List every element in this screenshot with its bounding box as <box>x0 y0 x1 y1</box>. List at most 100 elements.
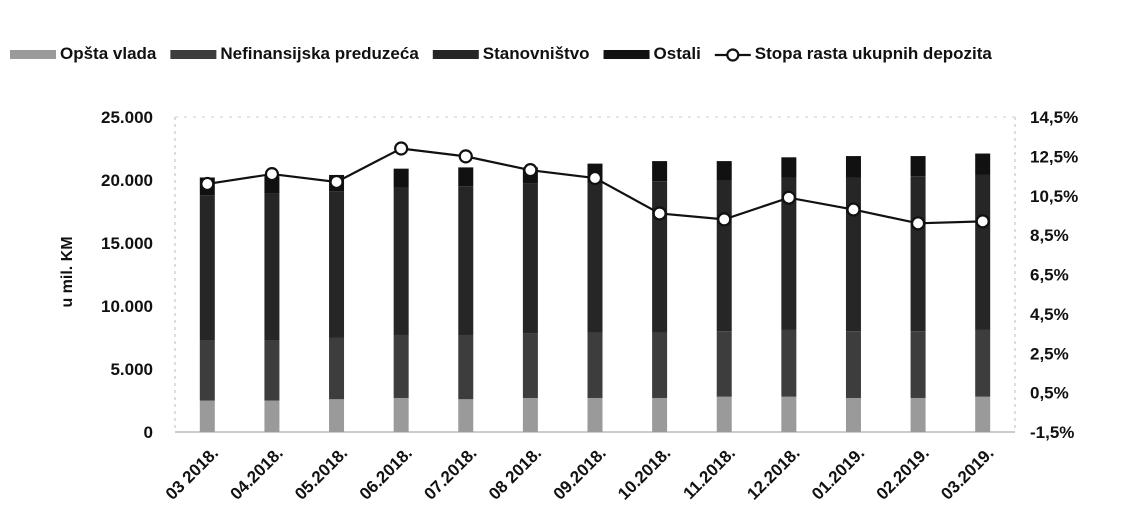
bar-ostali-03-2019 <box>975 153 991 175</box>
growth-rate-point-09-2018 <box>587 170 603 186</box>
bar-nefinansijska-preduzeca-09-2018 <box>587 332 603 398</box>
y-tick-label: 25.000 <box>101 108 153 127</box>
bar-opsta-vlada-06-2018 <box>393 397 409 432</box>
bar-stack-03-2019 <box>975 153 991 432</box>
x-tick-label: 02.2019. <box>873 443 933 503</box>
bar-stack-08-2018 <box>522 167 538 432</box>
y2-tick-label: 4,5% <box>1030 305 1069 324</box>
x-tick-label: 06.2018. <box>356 443 416 503</box>
growth-rate-point-01-2019 <box>846 202 861 217</box>
growth-rate-line-group <box>200 141 990 231</box>
bar-stanovnistvo-01-2019 <box>845 177 861 332</box>
bar-nefinansijska-preduzeca-06-2018 <box>393 334 409 398</box>
legend-label-growth-rate: Stopa rasta ukupnih depozita <box>755 44 993 63</box>
legend-label-stanovnistvo: Stanovništvo <box>483 44 590 63</box>
bar-nefinansijska-preduzeca-03-2019 <box>975 329 991 397</box>
bar-stack-05-2018 <box>329 174 345 432</box>
y-tick-label: 15.000 <box>101 234 153 253</box>
y2-tick-label: 14,5% <box>1030 108 1078 127</box>
bar-opsta-vlada-02-2019 <box>910 397 926 432</box>
bar-nefinansijska-preduzeca-10-2018 <box>652 332 668 398</box>
bar-stanovnistvo-10-2018 <box>652 181 668 333</box>
legend-marker-growth-rate <box>726 48 740 62</box>
bar-nefinansijska-preduzeca-12-2018 <box>781 329 797 397</box>
bar-ostali-04-2018 <box>264 176 280 194</box>
growth-rate-point-03-2019 <box>975 214 990 229</box>
bar-stanovnistvo-03-2018 <box>199 195 215 341</box>
bar-stanovnistvo-09-2018 <box>587 182 603 333</box>
bar-stanovnistvo-06-2018 <box>393 187 409 335</box>
bar-opsta-vlada-03-2019 <box>975 396 991 432</box>
growth-rate-point-03-2018 <box>200 176 215 192</box>
bar-nefinansijska-preduzeca-11-2018 <box>716 331 732 397</box>
bar-stack-02-2019 <box>910 156 926 432</box>
bar-ostali-02-2019 <box>910 156 926 177</box>
legend: Opšta vlada Nefinansijska preduzeća Stanov… <box>10 44 992 63</box>
y-tick-label: 20.000 <box>101 171 153 190</box>
bar-stack-04-2018 <box>264 176 280 432</box>
x-tick-label: 04.2018. <box>227 443 287 503</box>
bar-stack-10-2018 <box>652 161 668 432</box>
bar-ostali-07-2018 <box>458 167 474 187</box>
x-tick-label: 03.2019. <box>937 443 997 503</box>
legend-swatch-opsta-vlada <box>10 50 56 59</box>
x-tick-label: 10.2018. <box>614 443 674 503</box>
growth-rate-point-08-2018 <box>523 163 538 178</box>
bar-nefinansijska-preduzeca-05-2018 <box>329 337 345 400</box>
bar-stanovnistvo-11-2018 <box>716 180 732 332</box>
bar-opsta-vlada-12-2018 <box>781 396 797 432</box>
y2-tick-label: 0,5% <box>1030 384 1069 403</box>
y2-tick-label: 10,5% <box>1030 187 1078 206</box>
bar-stanovnistvo-12-2018 <box>781 177 797 330</box>
x-tick-label: 08 2018. <box>485 443 545 503</box>
y-tick-label: 0 <box>144 423 153 442</box>
growth-rate-point-02-2019 <box>910 216 926 231</box>
y2-tick-label: 6,5% <box>1030 266 1069 285</box>
x-tick-label: 07.2018. <box>420 443 480 503</box>
bar-nefinansijska-preduzeca-03-2018 <box>199 340 215 401</box>
legend-label-nefinansijska-preduzeca: Nefinansijska preduzeća <box>220 44 419 63</box>
legend-label-ostali: Ostali <box>654 44 701 63</box>
x-tick-label: 09.2018. <box>550 443 610 503</box>
growth-rate-point-12-2018 <box>781 190 796 205</box>
bar-nefinansijska-preduzeca-01-2019 <box>845 331 861 398</box>
y2-tick-label: 8,5% <box>1030 226 1069 245</box>
bar-ostali-11-2018 <box>716 161 732 180</box>
bar-stanovnistvo-03-2019 <box>975 174 991 330</box>
x-axis: 03 2018. 04.2018. 05.2018. 06.2018. 07.2018.… <box>162 443 998 503</box>
right-axis: -1,5% 0,5% 2,5% 4,5% 6,5% 8,5% 10,5% 12,5% 14,5% <box>1030 108 1078 442</box>
legend-swatch-ostali <box>603 50 650 59</box>
bar-opsta-vlada-08-2018 <box>522 397 538 432</box>
growth-rate-point-06-2018 <box>394 141 409 156</box>
y2-tick-label: -1,5% <box>1030 423 1074 442</box>
x-tick-label: 11.2018. <box>679 443 739 503</box>
y-tick-label: 10.000 <box>101 297 153 316</box>
bar-stanovnistvo-07-2018 <box>458 186 474 335</box>
growth-rate-point-10-2018 <box>652 206 667 221</box>
bar-stack-12-2018 <box>781 157 797 432</box>
bar-nefinansijska-preduzeca-07-2018 <box>458 334 474 400</box>
bar-series-group <box>199 153 991 432</box>
growth-rate-point-07-2018 <box>458 149 473 164</box>
x-tick-label: 03 2018. <box>162 443 222 503</box>
x-tick-label: 05.2018. <box>291 443 351 503</box>
legend-swatch-nefinansijska-preduzeca <box>170 50 217 59</box>
bar-opsta-vlada-09-2018 <box>587 397 603 432</box>
y2-tick-label: 2,5% <box>1030 344 1069 363</box>
bar-nefinansijska-preduzeca-02-2019 <box>910 331 926 398</box>
bar-stack-03-2018 <box>199 177 215 432</box>
y-axis-title: u mil. KM <box>59 236 76 307</box>
bar-stack-07-2018 <box>458 167 474 432</box>
legend-label-opsta-vlada: Opšta vlada <box>60 44 157 63</box>
bar-stack-11-2018 <box>716 161 732 432</box>
bar-stanovnistvo-04-2018 <box>264 193 280 341</box>
bar-opsta-vlada-04-2018 <box>264 400 280 432</box>
x-tick-label: 01.2019. <box>808 443 868 503</box>
x-tick-label: 12.2018. <box>743 443 803 503</box>
bar-stanovnistvo-05-2018 <box>329 191 345 338</box>
bar-ostali-01-2019 <box>845 156 861 178</box>
bar-opsta-vlada-07-2018 <box>458 399 474 432</box>
bar-opsta-vlada-10-2018 <box>652 397 668 432</box>
y-tick-label: 5.000 <box>110 360 153 379</box>
